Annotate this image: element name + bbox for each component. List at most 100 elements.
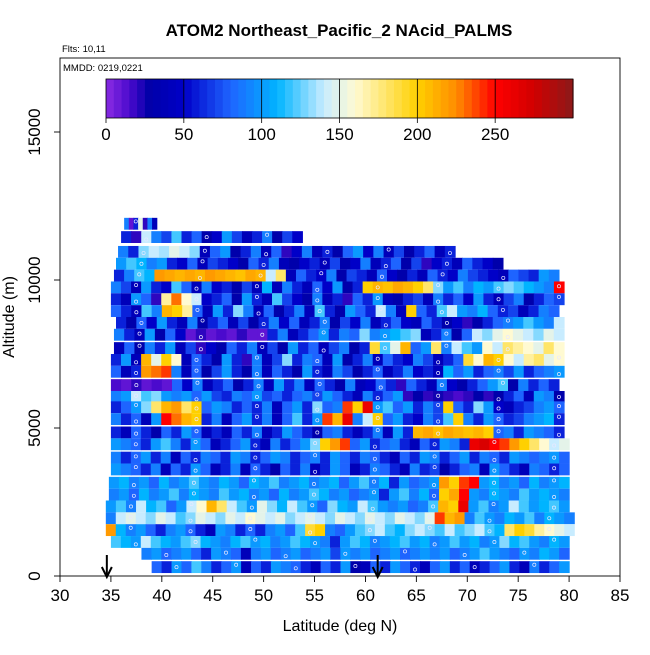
heatmap-cell <box>131 426 142 439</box>
colorbar-segment <box>331 79 341 118</box>
heatmap-cell <box>484 524 496 537</box>
flights-label: Flts: 10,11 <box>62 44 106 55</box>
heatmap-cell <box>141 401 152 414</box>
heatmap-cell <box>181 426 193 439</box>
heatmap-cell <box>211 391 223 403</box>
heatmap-cell <box>144 342 156 354</box>
heatmap-cell <box>472 257 484 270</box>
heatmap-cell <box>494 524 506 537</box>
heatmap-cell <box>166 257 178 270</box>
heatmap-cell <box>469 463 481 476</box>
heatmap-cell <box>120 536 132 548</box>
heatmap-cell <box>449 476 460 489</box>
heatmap-cell <box>165 328 176 341</box>
heatmap-cell <box>221 231 233 243</box>
heatmap-cell <box>221 354 233 366</box>
heatmap-cell <box>564 512 575 525</box>
sample-point <box>191 491 196 496</box>
colorbar-segment <box>269 79 278 118</box>
sample-point <box>378 306 383 311</box>
sample-point <box>134 370 139 375</box>
heatmap-cell <box>270 463 281 476</box>
heatmap-cell <box>108 488 120 501</box>
heatmap-cell <box>314 379 326 391</box>
heatmap-cell <box>549 488 560 501</box>
heatmap-cell <box>148 245 160 258</box>
heatmap-cell <box>192 305 204 317</box>
heatmap-cell <box>110 379 122 391</box>
sample-point <box>448 251 452 256</box>
heatmap-cell <box>479 476 490 489</box>
heatmap-cell <box>151 365 162 378</box>
heatmap-cell <box>553 391 565 403</box>
heatmap-cell <box>212 379 224 391</box>
heatmap-cell <box>359 463 371 476</box>
heatmap-cell <box>289 317 300 329</box>
heatmap-cell <box>221 426 233 439</box>
heatmap-cell <box>423 281 434 294</box>
heatmap-cell <box>518 269 530 282</box>
heatmap-cell <box>340 547 351 560</box>
heatmap-cell <box>419 536 431 548</box>
heatmap-cell <box>487 305 499 317</box>
heatmap-cell <box>201 293 213 306</box>
heatmap-cell <box>409 536 421 548</box>
heatmap-cell <box>150 451 162 464</box>
heatmap-cell <box>514 512 525 525</box>
heatmap-cell <box>352 245 364 258</box>
heatmap-cell <box>479 547 491 560</box>
sample-point <box>194 397 199 402</box>
heatmap-cell <box>222 305 234 317</box>
heatmap-cell <box>482 342 494 354</box>
heatmap-cell <box>439 536 451 548</box>
heatmap-cell <box>198 488 210 501</box>
heatmap-cell <box>210 463 222 476</box>
heatmap-cell <box>543 354 555 366</box>
heatmap-cell <box>416 305 428 317</box>
heatmap-cell <box>236 342 248 354</box>
heatmap-cell <box>497 305 509 317</box>
heatmap-cell <box>171 354 182 366</box>
heatmap-cell <box>380 317 392 329</box>
heatmap-cell <box>290 463 301 476</box>
heatmap-cell <box>543 426 555 439</box>
heatmap-cell <box>316 269 327 282</box>
heatmap-cell <box>191 354 203 366</box>
sample-point <box>134 402 139 407</box>
heatmap-cell <box>457 305 468 317</box>
heatmap-cell <box>300 547 312 560</box>
heatmap-cell <box>181 281 193 294</box>
heatmap-cell <box>170 536 182 548</box>
heatmap-cell <box>364 512 376 525</box>
heatmap-cell <box>453 281 464 294</box>
sample-point <box>492 540 497 544</box>
heatmap-cell <box>429 536 441 548</box>
heatmap-cell <box>433 293 444 306</box>
heatmap-cell <box>412 293 424 306</box>
heatmap-cell <box>439 463 451 476</box>
heatmap-cell <box>423 426 434 439</box>
heatmap-cell <box>478 269 489 282</box>
sample-point <box>552 478 557 483</box>
sample-point <box>133 219 138 224</box>
heatmap-cell <box>559 547 570 560</box>
heatmap-cell <box>463 426 474 439</box>
heatmap-cell <box>352 413 364 426</box>
heatmap-cell <box>231 231 243 243</box>
heatmap-cell <box>287 342 299 354</box>
heatmap-cell <box>374 512 386 525</box>
sample-point <box>188 518 193 523</box>
sample-point <box>197 275 202 280</box>
sample-point <box>552 455 557 460</box>
heatmap-cell <box>342 281 354 294</box>
heatmap-cell <box>275 269 287 282</box>
heatmap-cell <box>487 379 499 391</box>
heatmap-cell <box>444 512 456 525</box>
heatmap-cell <box>135 524 147 537</box>
heatmap-cell <box>443 293 454 306</box>
heatmap-cell <box>120 401 132 414</box>
heatmap-cell <box>230 547 242 560</box>
heatmap-cell <box>509 438 520 451</box>
heatmap-cell <box>370 561 381 574</box>
